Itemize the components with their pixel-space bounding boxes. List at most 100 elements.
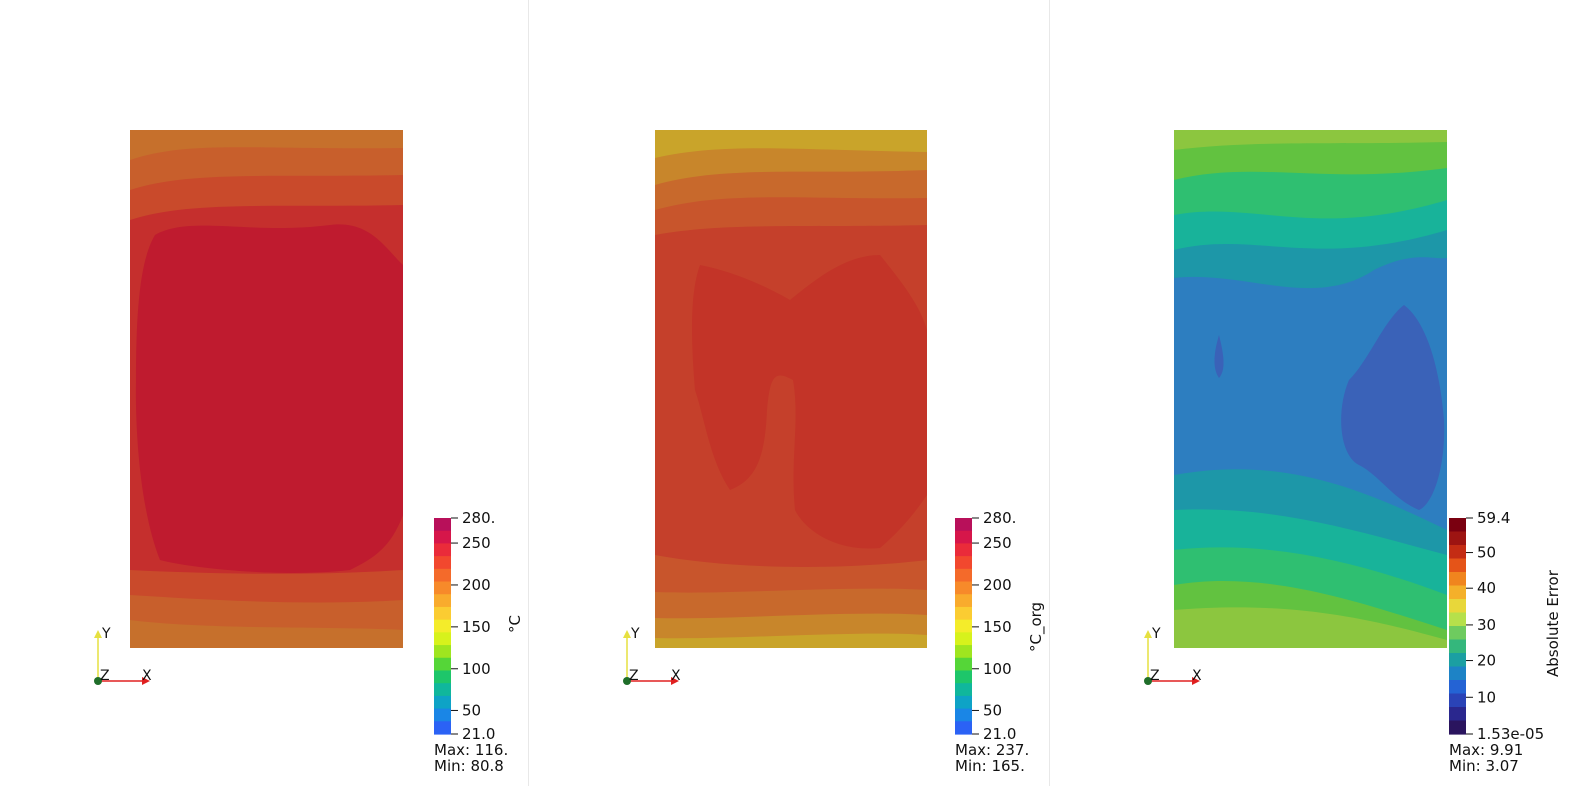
colorbar-swatches — [1449, 518, 1466, 735]
min-value: Min: 165. — [955, 757, 1025, 775]
colorbar-swatch — [955, 670, 972, 684]
colorbar-swatch — [955, 594, 972, 608]
colorbar-title: °C_org — [1027, 601, 1045, 652]
colorbar-tick-label: 280. — [462, 509, 495, 527]
colorbar-swatch — [955, 645, 972, 659]
colorbar-tick-label: 250 — [462, 534, 491, 552]
colorbar-swatch — [434, 530, 451, 545]
colorbar-swatch — [1449, 558, 1466, 573]
colorbar-swatch — [434, 683, 451, 697]
colorbar-swatch — [434, 543, 451, 557]
colorbar-swatch — [955, 543, 972, 557]
colorbar-swatch — [434, 556, 451, 570]
colorbar-tick-label: 150 — [462, 618, 491, 636]
axis-x-label: X — [671, 668, 681, 684]
range-stats: Max: 9.91 Min: 3.07 — [1449, 742, 1523, 774]
colorbar-ticks: 280. 250 200 150 100 50 21.0 — [972, 509, 1016, 743]
max-value: Max: 116. — [434, 741, 509, 759]
colorbar-swatch — [955, 556, 972, 570]
colorbar-swatch — [1449, 518, 1466, 533]
colorbar-swatch — [955, 518, 972, 532]
contour-band — [692, 255, 927, 549]
colorbar-ticks: 59.4 50 40 30 20 10 1.53e-05 — [1466, 509, 1544, 743]
colorbar-swatch — [1449, 545, 1466, 560]
colorbar-tick-label: 50 — [462, 701, 481, 719]
axes-triad[interactable]: Y Z X — [617, 626, 697, 690]
colorbar-swatch — [434, 619, 451, 633]
colorbar-swatch — [1449, 612, 1466, 627]
colorbar-swatch — [955, 619, 972, 633]
colorbar-swatch — [1449, 680, 1466, 695]
view-divider[interactable] — [528, 0, 529, 786]
colorbar-title: Absolute Error — [1544, 570, 1562, 677]
colorbar-tick-label: 50 — [1477, 544, 1496, 562]
colorbar-tick-label: 50 — [983, 701, 1002, 719]
colorbar-tick-label: 59.4 — [1477, 509, 1510, 527]
colorbar-swatches — [434, 518, 451, 735]
colorbar-tick-label: 40 — [1477, 579, 1496, 597]
colorbar-swatch — [434, 606, 451, 621]
contour-band — [135, 224, 403, 573]
colorbar-swatch — [1449, 639, 1466, 654]
max-value: Max: 237. — [955, 741, 1030, 759]
contour-plot-absolute-error[interactable] — [1174, 130, 1447, 648]
axis-y-label: Y — [630, 626, 640, 642]
contour-band — [1341, 305, 1445, 510]
colorbar-swatch — [955, 568, 972, 583]
colorbar-tick-label: 20 — [1477, 652, 1496, 670]
colorbar-swatch — [955, 530, 972, 545]
colorbar-swatch — [1449, 599, 1466, 614]
axis-x-label: X — [1192, 668, 1202, 684]
axis-x-label: X — [142, 668, 152, 684]
view-divider[interactable] — [1049, 0, 1050, 786]
colorbar-swatch — [1449, 707, 1466, 722]
color-legend-temperature-org: 280. 250 200 150 100 50 21.0 — [955, 509, 1035, 743]
colorbar-swatch — [1449, 626, 1466, 641]
axis-z-label: Z — [629, 668, 639, 684]
colorbar-swatch — [434, 695, 451, 710]
axes-triad[interactable]: Y Z X — [88, 626, 168, 690]
colorbar-swatch — [1449, 720, 1466, 735]
colorbar-swatch — [434, 657, 451, 672]
render-view-absolute-error[interactable]: 59.4 50 40 30 20 10 1.53e-05 Absolute Error Ma… — [1050, 0, 1582, 786]
render-view-temperature[interactable]: 280. 250 200 150 100 50 21.0 °C Max: 116. Min:… — [0, 0, 528, 786]
color-legend-absolute-error: 59.4 50 40 30 20 10 1.53e-05 — [1449, 509, 1549, 743]
colorbar-tick-label: 100 — [462, 660, 491, 678]
contour-band — [1214, 335, 1224, 378]
max-value: Max: 9.91 — [1449, 741, 1524, 759]
colorbar-swatch — [955, 708, 972, 722]
colorbar-swatch — [1449, 585, 1466, 600]
colorbar-swatch — [434, 568, 451, 583]
render-view-temperature-org[interactable]: 280. 250 200 150 100 50 21.0 °C_org Max: 237. … — [529, 0, 1049, 786]
colorbar-title: °C — [506, 615, 524, 633]
colorbar-tick-label: 1.53e-05 — [1477, 725, 1544, 743]
colorbar-swatch — [1449, 572, 1466, 587]
range-stats: Max: 237. Min: 165. — [955, 742, 1029, 774]
colorbar-swatch — [434, 518, 451, 532]
colorbar-swatch — [955, 581, 972, 595]
axis-z-label: Z — [1150, 668, 1160, 684]
colorbar-tick-label: 250 — [983, 534, 1012, 552]
colorbar-tick-label: 280. — [983, 509, 1016, 527]
colorbar-tick-label: 200 — [462, 576, 491, 594]
contour-plot-temperature[interactable] — [130, 130, 403, 648]
colorbar-swatch — [1449, 693, 1466, 708]
colorbar-tick-label: 21.0 — [983, 725, 1016, 743]
colorbar-swatch — [1449, 666, 1466, 681]
contour-plot-temperature-org[interactable] — [655, 130, 927, 648]
color-legend-temperature: 280. 250 200 150 100 50 21.0 — [434, 509, 514, 743]
axes-triad[interactable]: Y Z X — [1138, 626, 1218, 690]
range-stats: Max: 116. Min: 80.8 — [434, 742, 508, 774]
colorbar-swatch — [434, 645, 451, 659]
colorbar-swatch — [955, 632, 972, 646]
colorbar-ticks: 280. 250 200 150 100 50 21.0 — [451, 509, 495, 743]
colorbar-swatches — [955, 518, 972, 735]
colorbar-swatch — [955, 721, 972, 735]
colorbar-swatch — [434, 632, 451, 646]
colorbar-tick-label: 150 — [983, 618, 1012, 636]
colorbar-swatch — [1449, 653, 1466, 668]
axis-y-label: Y — [1151, 626, 1161, 642]
colorbar-swatch — [955, 606, 972, 621]
colorbar-tick-label: 10 — [1477, 688, 1496, 706]
colorbar-swatch — [434, 708, 451, 722]
